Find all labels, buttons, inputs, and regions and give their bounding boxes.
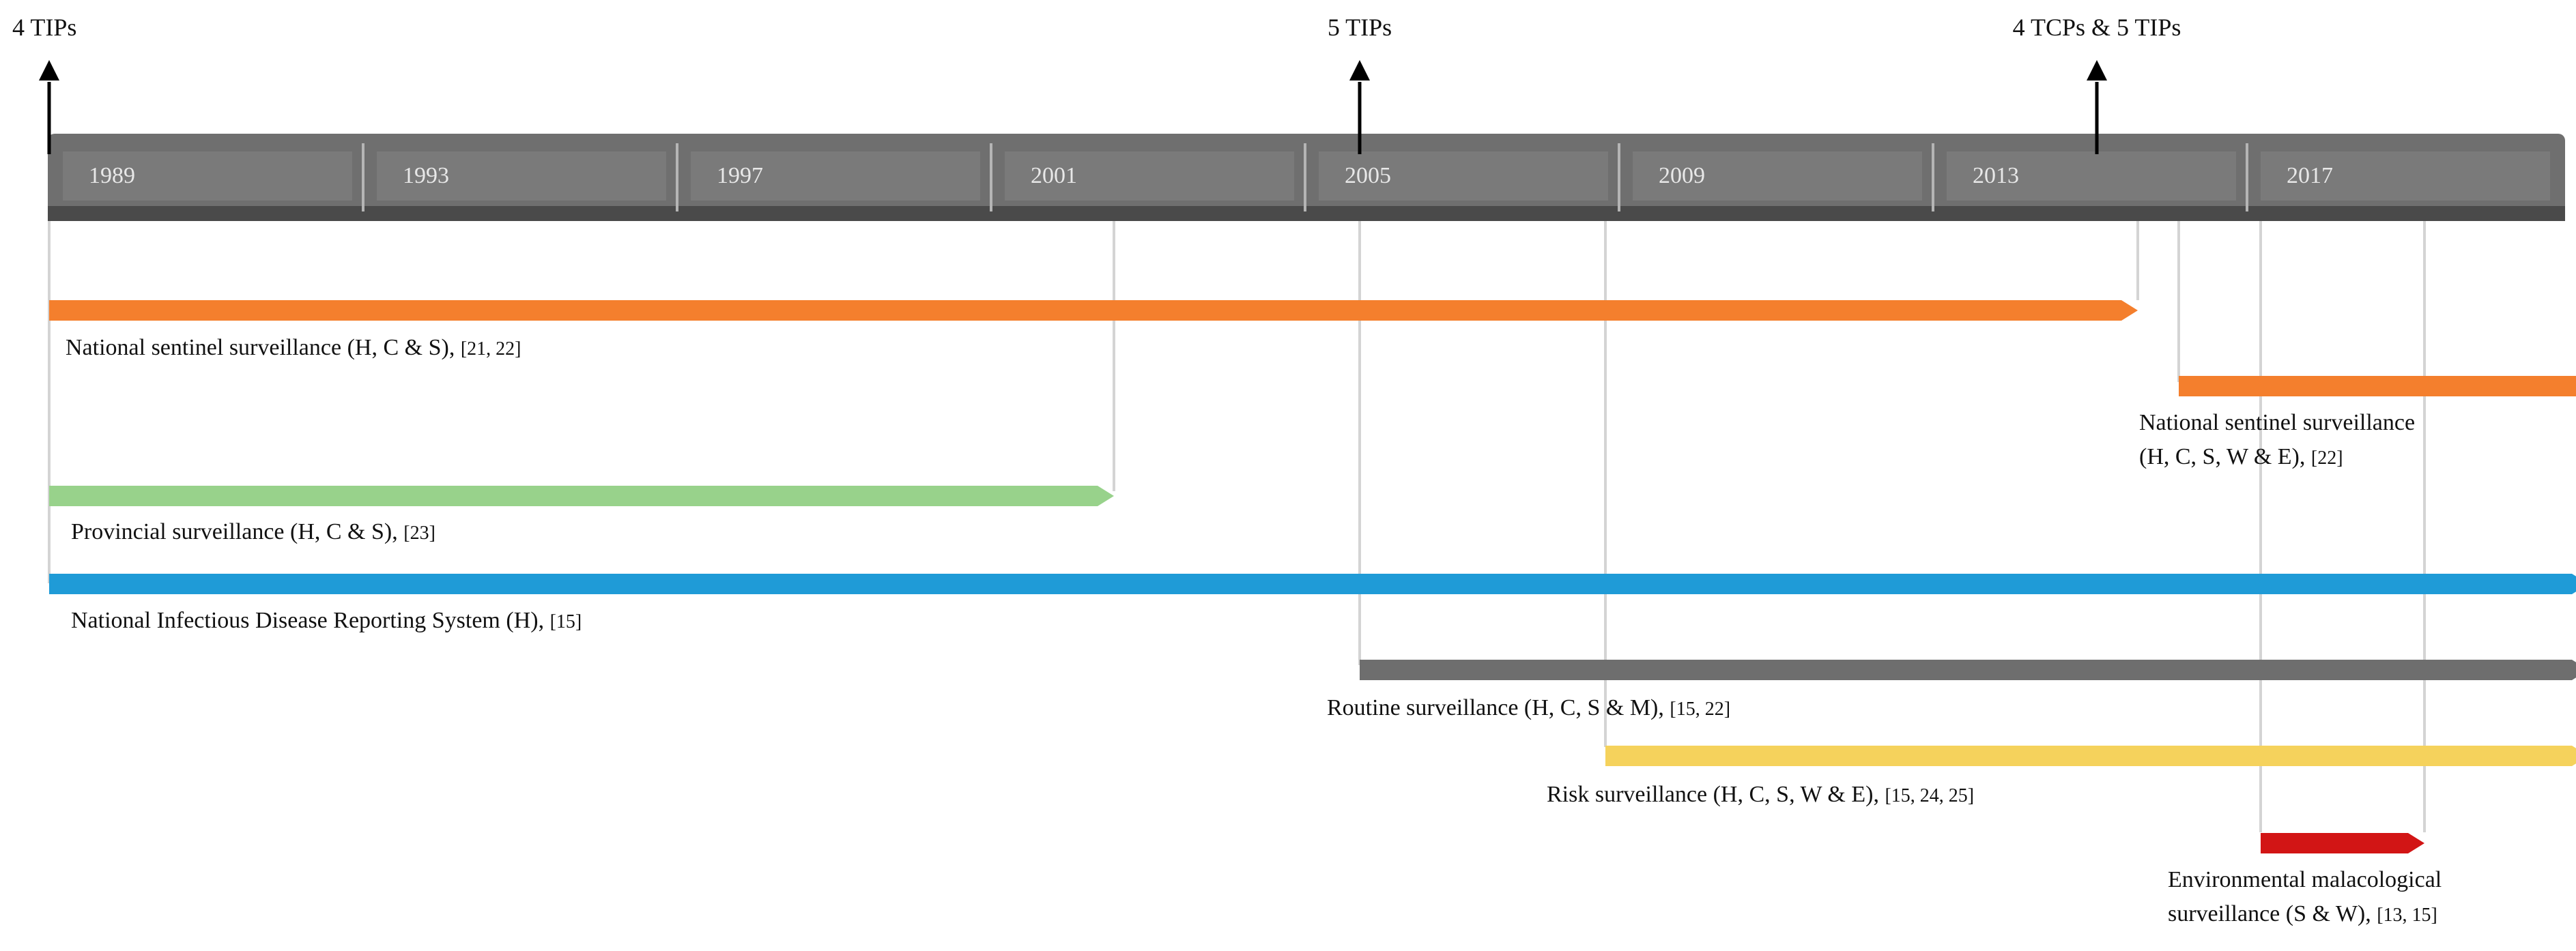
program-label-risk: Risk surveillance (H, C, S, W & E), [15,… [1547, 782, 1974, 807]
program-bar-provincial [49, 486, 1114, 506]
program-bar-malacological [2261, 833, 2424, 853]
program-refs-provincial: [23] [403, 523, 435, 544]
year-segment-2017 [2261, 151, 2550, 201]
program-label-routine: Routine surveillance (H, C, S & M), [15,… [1327, 695, 1730, 720]
year-segment-2005 [1319, 151, 1608, 201]
program-label-national-sentinel-2-line-2: (H, C, S, W & E), [22] [2139, 444, 2343, 469]
year-label-2013: 2013 [1973, 163, 2019, 188]
program-refs-national-sentinel-1: [21, 22] [461, 338, 521, 360]
year-segment-2013 [1947, 151, 2236, 201]
year-segment-1993 [377, 151, 666, 201]
program-bars [49, 300, 2576, 853]
milestone-arrow-head-1 [1349, 60, 1370, 81]
year-segment-1989 [63, 151, 352, 201]
program-bar-national-sentinel-1 [49, 300, 2138, 321]
program-label-national-sentinel-2-line-1: National sentinel surveillance [2139, 410, 2415, 435]
year-segment-2001 [1005, 151, 1294, 201]
program-label-malacological-line-2: surveillance (S & W), [13, 15] [2168, 901, 2437, 926]
program-bar-nidrs [49, 574, 2576, 594]
program-refs-nidrs: [15] [550, 611, 582, 632]
year-label-1993: 1993 [403, 163, 449, 188]
year-label-2009: 2009 [1659, 163, 1705, 188]
program-label-nidrs: National Infectious Disease Reporting Sy… [71, 608, 582, 633]
program-refs-routine: [15, 22] [1670, 699, 1730, 720]
year-label-2017: 2017 [2287, 163, 2333, 188]
program-refs-risk: [15, 24, 25] [1885, 785, 1974, 806]
year-label-2001: 2001 [1031, 163, 1077, 188]
program-label-national-sentinel-1: National sentinel surveillance (H, C & S… [66, 335, 521, 360]
timeline-bar: 19891993199720012005200920132017Today' [48, 134, 2565, 221]
program-label-provincial: Provincial surveillance (H, C & S), [23] [71, 519, 435, 544]
program-refs-malacological: [13, 15] [2377, 905, 2437, 926]
year-label-1997: 1997 [717, 163, 763, 188]
year-segment-1997 [691, 151, 980, 201]
year-label-1989: 1989 [89, 163, 135, 188]
year-label-2005: 2005 [1345, 163, 1391, 188]
program-refs-national-sentinel-2: [22] [2311, 448, 2343, 469]
year-segment-2009 [1633, 151, 1922, 201]
program-labels: National sentinel surveillance (H, C & S… [66, 335, 2442, 926]
program-label-malacological-line-1: Environmental malacological [2168, 867, 2442, 892]
program-bar-routine [1360, 660, 2576, 680]
milestone-label-0: 4 TIPs [12, 14, 76, 41]
milestone-label-2: 4 TCPs & 5 TIPs [2013, 14, 2181, 41]
program-bar-national-sentinel-2 [2179, 376, 2576, 396]
milestone-arrow-head-2 [2087, 60, 2107, 81]
milestone-label-1: 5 TIPs [1328, 14, 1392, 41]
program-bar-risk [1605, 746, 2576, 766]
milestone-arrow-head-0 [39, 60, 59, 81]
milestones: 4 TIPs 5 TIPs 4 TCPs & 5 TIPs [12, 14, 2181, 154]
